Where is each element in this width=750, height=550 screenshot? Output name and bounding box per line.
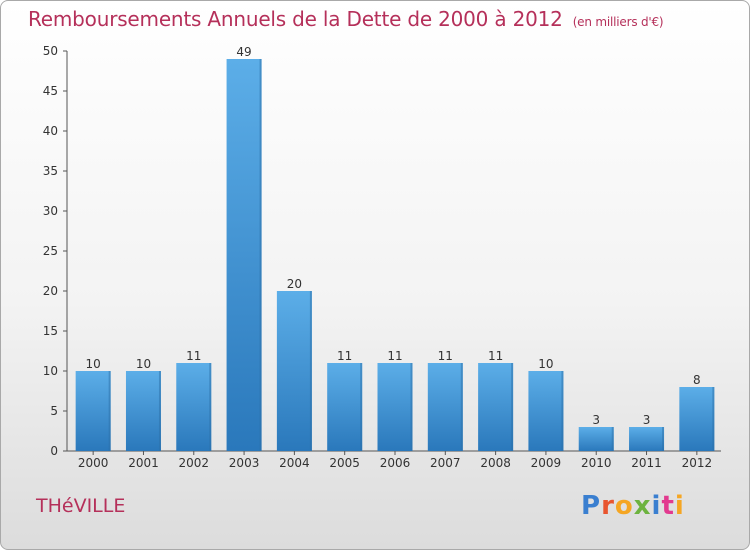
bar — [478, 363, 514, 451]
value-label: 49 — [236, 45, 251, 59]
axes: 0 5 10 15 20 25 30 35 40 45 50 2000 2001 2002 2003 2004… — [43, 44, 721, 470]
bar — [679, 387, 715, 451]
logo-letter: o — [614, 491, 634, 521]
proxiti-logo[interactable]: Proxiti — [581, 491, 685, 521]
value-labels: 10 10 11 49 20 11 11 11 11 10 3 3 8 — [86, 45, 701, 427]
bar — [226, 59, 262, 451]
y-tick-label: 40 — [43, 124, 58, 138]
x-tick-label: 2008 — [480, 456, 511, 470]
chart-title: Remboursements Annuels de la Dette de 20… — [28, 7, 664, 31]
y-tick-label: 35 — [43, 164, 58, 178]
value-label: 11 — [488, 349, 503, 363]
y-tick-label: 25 — [43, 244, 58, 258]
bar — [176, 363, 212, 451]
y-tick-label: 30 — [43, 204, 58, 218]
x-tick-label: 2006 — [380, 456, 411, 470]
logo-letter: x — [633, 491, 652, 521]
x-tick-label: 2010 — [581, 456, 612, 470]
bar — [377, 363, 413, 451]
bar — [75, 371, 111, 451]
bar-edge — [209, 363, 212, 451]
bar-edge — [611, 427, 614, 451]
value-label: 11 — [186, 349, 201, 363]
x-tick-label: 2007 — [430, 456, 461, 470]
bar-edge — [511, 363, 514, 451]
x-tick-label: 2001 — [128, 456, 159, 470]
bar — [528, 371, 564, 451]
y-tick-label: 20 — [43, 284, 58, 298]
bar-edge — [662, 427, 665, 451]
logo-letter: t — [661, 491, 675, 521]
value-label: 3 — [592, 413, 600, 427]
chart-title-text: Remboursements Annuels de la Dette de 20… — [28, 7, 563, 31]
value-label: 10 — [86, 357, 101, 371]
bar-edge — [309, 291, 312, 451]
bars — [75, 59, 715, 451]
x-tick-label: 2002 — [178, 456, 209, 470]
x-tick-label: 2005 — [329, 456, 360, 470]
commune-name: THéVILLE — [36, 495, 126, 517]
bar-edge — [158, 371, 161, 451]
bar — [125, 371, 161, 451]
logo-letter: i — [674, 491, 685, 521]
value-label: 11 — [387, 349, 402, 363]
bar — [276, 291, 312, 451]
bar — [578, 427, 614, 451]
y-tick-label: 50 — [43, 44, 58, 58]
bar-edge — [259, 59, 262, 451]
bar-edge — [460, 363, 463, 451]
x-tick-label: 2012 — [682, 456, 713, 470]
logo-letter: i — [651, 491, 662, 521]
value-label: 10 — [538, 357, 553, 371]
bar — [629, 427, 665, 451]
x-tick-label: 2009 — [531, 456, 562, 470]
y-tick-label: 0 — [50, 444, 58, 458]
logo-letter: P — [581, 491, 602, 521]
x-tick-label: 2003 — [229, 456, 260, 470]
bar — [427, 363, 463, 451]
x-tick-label: 2011 — [631, 456, 662, 470]
bar-edge — [410, 363, 413, 451]
x-tick-label: 2000 — [78, 456, 109, 470]
value-label: 20 — [287, 277, 302, 291]
logo-letter: r — [601, 491, 615, 521]
value-label: 8 — [693, 373, 701, 387]
bar-edge — [561, 371, 564, 451]
value-label: 11 — [337, 349, 352, 363]
bar-edge — [360, 363, 363, 451]
bar — [327, 363, 363, 451]
value-label: 3 — [643, 413, 651, 427]
value-label: 11 — [438, 349, 453, 363]
bar-edge — [108, 371, 111, 451]
bar-edge — [712, 387, 715, 451]
y-tick-label: 10 — [43, 364, 58, 378]
y-tick-label: 15 — [43, 324, 58, 338]
value-label: 10 — [136, 357, 151, 371]
y-tick-label: 5 — [50, 404, 58, 418]
chart-subtitle: (en milliers d'€) — [572, 15, 664, 29]
y-tick-label: 45 — [43, 84, 58, 98]
x-tick-label: 2004 — [279, 456, 310, 470]
